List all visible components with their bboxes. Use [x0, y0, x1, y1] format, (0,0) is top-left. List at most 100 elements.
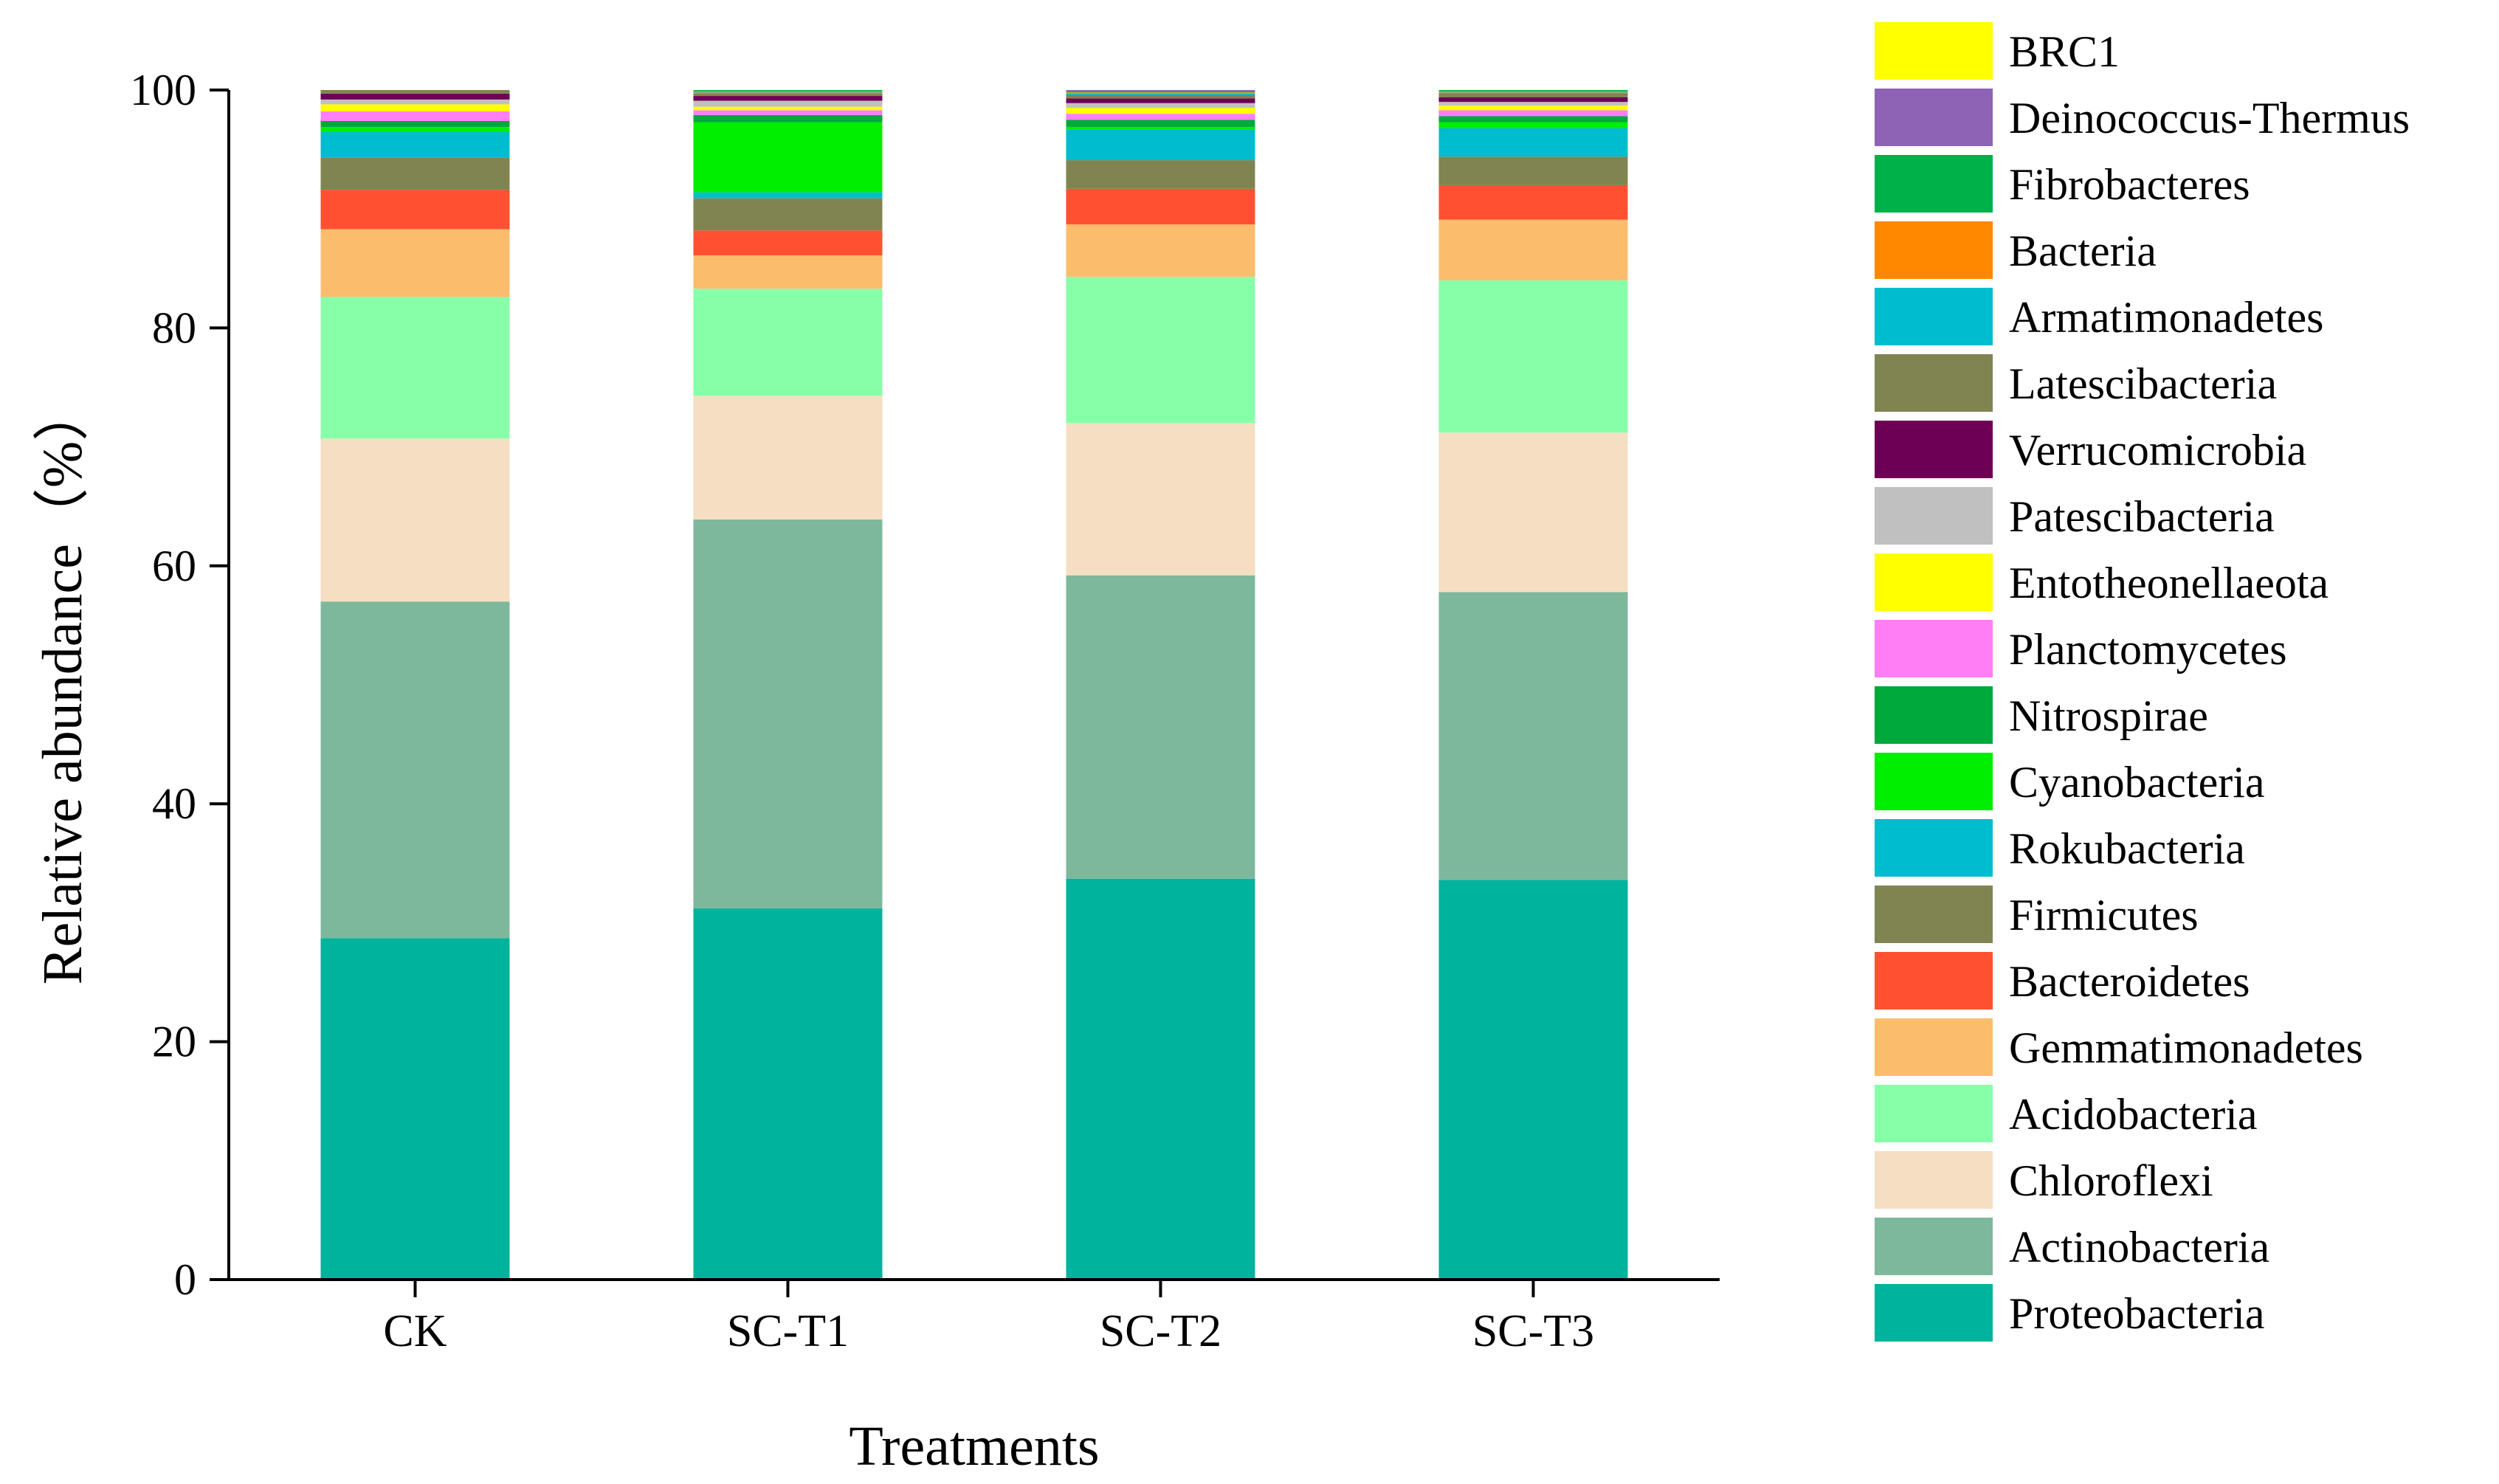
legend-item-nitrospirae: Nitrospirae — [1875, 686, 2208, 744]
bar-segment-actinobacteria-sc-t2 — [1066, 575, 1255, 879]
legend-item-armatimonadetes: Armatimonadetes — [1875, 288, 2324, 345]
bars-layer — [320, 90, 1628, 1280]
bar-segment-acidobacteria-sc-t1 — [693, 289, 883, 396]
legend-label: Fibrobacteres — [2009, 160, 2250, 209]
legend-label: Latescibacteria — [2009, 359, 2277, 408]
bar-segment-firmicutes-sc-t3 — [1438, 156, 1628, 185]
x-tick-label-sc-t2: SC-T2 — [1100, 1306, 1221, 1356]
legend-item-firmicutes: Firmicutes — [1875, 886, 2199, 943]
bar-segment-entotheonellaeota-ck — [320, 104, 510, 112]
bar-segment-rokubacteria-sc-t2 — [1066, 129, 1255, 161]
bar-segment-acidobacteria-sc-t3 — [1438, 280, 1628, 433]
y-tick-label: 60 — [152, 542, 196, 590]
bar-segment-fibrobacteres-sc-t2 — [1066, 91, 1255, 93]
bar-segment-planctomycetes-sc-t2 — [1066, 114, 1255, 120]
y-tick-label: 20 — [152, 1018, 196, 1066]
legend-swatch — [1875, 22, 1993, 80]
bar-segment-bacteroidetes-sc-t2 — [1066, 188, 1255, 225]
bar-segment-proteobacteria-sc-t1 — [693, 908, 883, 1280]
bar-segment-proteobacteria-ck — [320, 938, 510, 1280]
bar-segment-rokubacteria-ck — [320, 131, 510, 158]
bar-segment-nitrospirae-ck — [320, 120, 510, 127]
legend-item-patescibacteria: Patescibacteria — [1875, 487, 2275, 545]
legend-item-actinobacteria: Actinobacteria — [1875, 1218, 2269, 1275]
bar-segment-proteobacteria-sc-t3 — [1438, 880, 1628, 1280]
x-tick-label-sc-t1: SC-T1 — [727, 1306, 849, 1356]
legend-swatch — [1875, 354, 1993, 412]
bar-segment-firmicutes-sc-t1 — [693, 198, 883, 231]
bar-segment-acidobacteria-ck — [320, 297, 510, 439]
bar-segment-deinococcus-thermus-sc-t2 — [1066, 90, 1255, 92]
legend-item-gemmatimonadetes: Gemmatimonadetes — [1875, 1018, 2363, 1076]
bar-segment-chloroflexi-sc-t1 — [693, 396, 883, 520]
legend-item-proteobacteria: Proteobacteria — [1875, 1284, 2265, 1342]
legend-label: Gemmatimonadetes — [2009, 1024, 2363, 1072]
bar-segment-armatimonadetes-sc-t3 — [1438, 92, 1628, 94]
y-tick-label: 40 — [152, 779, 196, 828]
bar-segment-rokubacteria-sc-t3 — [1438, 128, 1628, 157]
bar-segment-gemmatimonadetes-sc-t2 — [1066, 224, 1255, 277]
x-axis-ticks: CK SC-T1 SC-T2 SC-T3 — [383, 1280, 1594, 1356]
legend-item-deinococcus-thermus: Deinococcus-Thermus — [1875, 89, 2410, 146]
bar-stack-sc-t2 — [1066, 90, 1255, 1280]
bar-segment-chloroflexi-sc-t2 — [1066, 423, 1255, 576]
bar-segment-gemmatimonadetes-sc-t1 — [693, 255, 883, 289]
bar-segment-verrucomicrobia-sc-t1 — [693, 96, 883, 101]
legend-label: Deinococcus-Thermus — [2009, 94, 2410, 142]
legend-swatch — [1875, 620, 1993, 677]
legend-swatch — [1875, 1151, 1993, 1209]
legend-label: Proteobacteria — [2009, 1289, 2265, 1338]
bar-segment-actinobacteria-sc-t3 — [1438, 592, 1628, 880]
bar-segment-planctomycetes-ck — [320, 111, 510, 121]
legend-swatch — [1875, 155, 1993, 213]
legend-swatch — [1875, 421, 1993, 478]
legend-swatch — [1875, 89, 1993, 146]
legend-item-verrucomicrobia: Verrucomicrobia — [1875, 421, 2306, 478]
bar-segment-chloroflexi-ck — [320, 438, 510, 602]
bar-segment-bacteria-sc-t2 — [1066, 92, 1255, 94]
bar-segment-nitrospirae-sc-t2 — [1066, 120, 1255, 127]
bar-segment-armatimonadetes-sc-t2 — [1066, 93, 1255, 95]
legend-item-latescibacteria: Latescibacteria — [1875, 354, 2277, 412]
legend-swatch — [1875, 553, 1993, 611]
legend-item-planctomycetes: Planctomycetes — [1875, 620, 2287, 677]
bar-segment-bacteria-sc-t1 — [693, 91, 883, 93]
legend-swatch — [1875, 952, 1993, 1010]
legend-label: Firmicutes — [2009, 891, 2199, 939]
bar-segment-latescibacteria-ck — [320, 90, 510, 94]
bar-segment-actinobacteria-sc-t1 — [693, 519, 883, 909]
bar-segment-rokubacteria-sc-t1 — [693, 192, 883, 199]
bar-segment-cyanobacteria-sc-t2 — [1066, 126, 1255, 130]
legend-item-chloroflexi: Chloroflexi — [1875, 1151, 2213, 1209]
bar-segment-firmicutes-sc-t2 — [1066, 160, 1255, 189]
legend-item-acidobacteria: Acidobacteria — [1875, 1085, 2257, 1142]
bar-segment-cyanobacteria-sc-t1 — [693, 122, 883, 193]
y-tick-label: 100 — [130, 66, 196, 114]
bar-segment-bacteria-sc-t3 — [1438, 91, 1628, 93]
legend-label: Bacteroidetes — [2009, 957, 2250, 1006]
bar-segment-verrucomicrobia-sc-t3 — [1438, 97, 1628, 103]
legend-item-rokubacteria: Rokubacteria — [1875, 819, 2245, 877]
legend-label: Planctomycetes — [2009, 625, 2287, 674]
legend-item-bacteroidetes: Bacteroidetes — [1875, 952, 2250, 1010]
y-tick-label: 80 — [152, 303, 196, 352]
bar-segment-actinobacteria-ck — [320, 601, 510, 939]
legend-label: Patescibacteria — [2009, 492, 2275, 541]
bar-segment-entotheonellaeota-sc-t2 — [1066, 108, 1255, 114]
legend-swatch — [1875, 1284, 1993, 1342]
bar-segment-nitrospirae-sc-t1 — [693, 114, 883, 122]
bar-segment-latescibacteria-sc-t3 — [1438, 93, 1628, 97]
legend-label: Verrucomicrobia — [2009, 426, 2306, 474]
legend: BRC1 Deinococcus-Thermus Fibrobacteres Bact… — [1875, 22, 2410, 1342]
legend-label: Nitrospirae — [2009, 691, 2208, 740]
legend-item-bacteria: Bacteria — [1875, 221, 2157, 279]
y-axis-ticks: 0 20 40 60 80 100 — [130, 66, 229, 1304]
legend-swatch — [1875, 221, 1993, 279]
legend-item-entotheonellaeota: Entotheonellaeota — [1875, 553, 2329, 611]
bar-segment-patescibacteria-sc-t2 — [1066, 103, 1255, 108]
x-tick-label-ck: CK — [383, 1306, 447, 1356]
legend-label: Entotheonellaeota — [2009, 559, 2329, 607]
bar-segment-gemmatimonadetes-sc-t3 — [1438, 219, 1628, 280]
bar-segment-verrucomicrobia-sc-t2 — [1066, 98, 1255, 103]
bar-segment-entotheonellaeota-sc-t1 — [693, 106, 883, 111]
